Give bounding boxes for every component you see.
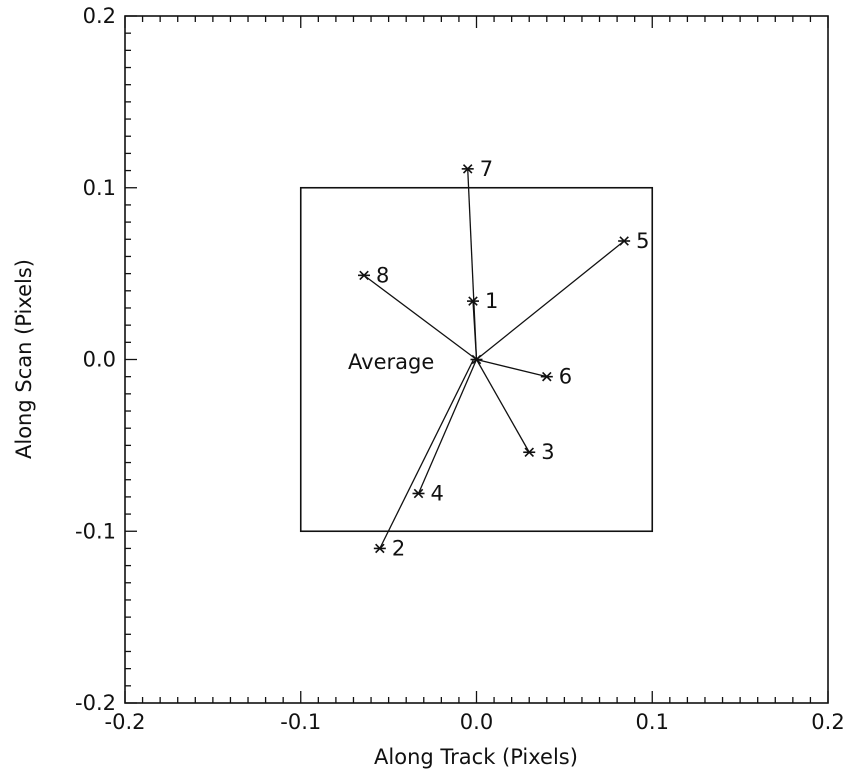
y-tick-label: 0.0 (83, 348, 116, 372)
point-label-7: 7 (480, 157, 493, 181)
point-marker-2 (373, 543, 386, 554)
spoke-7 (467, 168, 478, 360)
y-tick-label: 0.2 (83, 4, 116, 28)
spoke-5 (476, 240, 625, 361)
x-axis-title: Along Track (Pixels) (374, 745, 578, 769)
axis-ticks (124, 15, 829, 704)
point-marker-5 (618, 236, 631, 246)
average-marker (470, 354, 483, 365)
point-marker-6 (540, 371, 553, 382)
y-tick-label: -0.2 (75, 691, 116, 715)
point-label-2: 2 (392, 536, 405, 560)
point-marker-1 (466, 296, 479, 306)
x-tick-label: 0.1 (636, 710, 669, 734)
y-axis-title: Along Scan (Pixels) (12, 259, 36, 459)
axis-tick-labels: -0.2 -0.1 0.0 0.1 0.2 0.2 0.1 0.0 -0.1 -0.2 (75, 4, 845, 734)
spoke-4 (417, 359, 478, 494)
point-labels: 1 2 3 4 5 6 7 8 (376, 157, 649, 561)
x-tick-label: -0.2 (105, 710, 146, 734)
point-marker-4 (412, 488, 425, 499)
reference-box (299, 186, 654, 533)
point-label-5: 5 (636, 229, 649, 253)
y-tick-label: 0.1 (83, 176, 116, 200)
average-label: Average (348, 350, 434, 374)
point-label-8: 8 (376, 263, 389, 287)
x-tick-label: 0.0 (460, 710, 493, 734)
x-tick-label: -0.1 (280, 710, 321, 734)
x-tick-label: 0.2 (811, 710, 844, 734)
point-marker-3 (523, 447, 536, 458)
point-marker-7 (461, 164, 474, 174)
y-tick-label: -0.1 (75, 519, 116, 543)
point-label-6: 6 (559, 365, 572, 389)
spoke-3 (475, 359, 530, 453)
point-markers (358, 164, 631, 554)
spoke-8 (363, 274, 477, 361)
point-marker-8 (358, 270, 371, 281)
spoke-6 (476, 358, 547, 378)
spoke-2 (379, 359, 475, 549)
spokes (363, 168, 625, 549)
point-label-1: 1 (485, 289, 498, 313)
point-label-4: 4 (431, 481, 444, 505)
point-label-3: 3 (541, 440, 554, 464)
